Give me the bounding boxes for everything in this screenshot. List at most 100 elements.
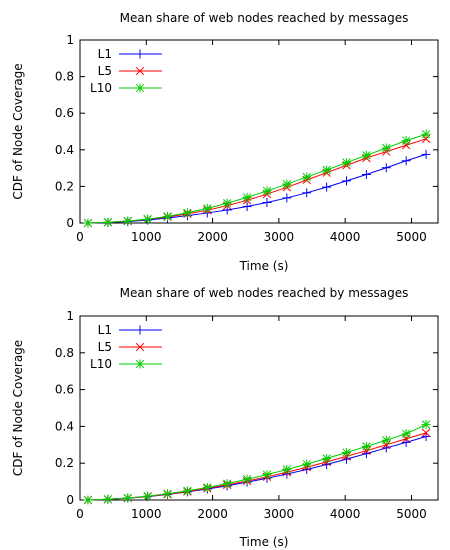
marker-stroke — [163, 489, 172, 498]
data-point — [401, 429, 411, 439]
data-point — [103, 494, 113, 504]
y-tick-label: 0.4 — [55, 419, 74, 433]
chart-title: Mean share of web nodes reached by messa… — [120, 11, 409, 25]
legend: L1 L5 L10 — [90, 47, 162, 95]
data-point — [322, 165, 332, 175]
data-point — [182, 486, 192, 496]
marker-stroke — [135, 83, 145, 93]
data-point — [322, 182, 332, 192]
data-point — [123, 493, 133, 503]
x-tick-label: 3000 — [264, 507, 295, 521]
x-tick-label: 0 — [76, 507, 84, 521]
data-point — [421, 129, 431, 139]
series-line — [87, 424, 427, 501]
data-point — [282, 179, 292, 189]
marker-stroke — [302, 459, 311, 469]
marker-stroke — [135, 66, 145, 76]
data-point — [242, 474, 252, 484]
marker-stroke — [135, 342, 145, 352]
data-point — [103, 217, 113, 227]
y-tick-label: 0.6 — [55, 383, 74, 397]
data-point — [262, 186, 272, 196]
data-point — [202, 482, 212, 492]
series-line — [87, 138, 427, 224]
y-tick-label: 0.2 — [55, 456, 74, 470]
data-point — [282, 193, 292, 203]
data-point — [421, 428, 431, 438]
marker-stroke — [183, 208, 192, 217]
series-line — [87, 436, 427, 501]
data-point — [421, 420, 431, 430]
marker-stroke — [282, 465, 292, 474]
data-point — [135, 325, 145, 335]
y-tick-label: 1 — [66, 309, 74, 323]
marker-stroke — [342, 158, 351, 167]
data-point — [421, 149, 431, 159]
y-tick-label: 0.2 — [55, 179, 74, 193]
data-point — [322, 453, 332, 463]
legend: L1 L5 L10 — [90, 323, 162, 371]
marker-stroke — [262, 470, 272, 479]
marker-stroke — [362, 151, 371, 160]
data-point — [342, 448, 352, 458]
marker-stroke — [382, 436, 391, 445]
data-point — [381, 143, 391, 153]
y-tick-label: 1 — [66, 33, 74, 47]
x-tick-label: 4000 — [330, 230, 361, 244]
plot-frame — [79, 315, 439, 501]
data-point — [143, 214, 153, 224]
x-axis-label: Time (s) — [239, 535, 289, 549]
legend-label: L1 — [98, 47, 112, 61]
series-line — [87, 133, 427, 224]
marker-stroke — [421, 420, 431, 429]
marker-stroke — [123, 493, 132, 503]
y-axis-label: CDF of Node Coverage — [11, 340, 25, 476]
legend-label: L5 — [98, 64, 112, 78]
data-point — [135, 83, 145, 93]
legend-label: L1 — [98, 323, 112, 337]
series-l10 — [83, 129, 431, 228]
legend-item: L10 — [90, 357, 162, 371]
marker-stroke — [421, 428, 431, 438]
data-point — [361, 441, 371, 451]
x-tick-label: 1000 — [131, 230, 162, 244]
series-line — [87, 153, 427, 224]
legend-label: L5 — [98, 340, 112, 354]
data-point — [342, 176, 352, 186]
y-tick-label: 0.8 — [55, 70, 74, 84]
marker-stroke — [83, 495, 93, 505]
data-point — [381, 163, 391, 173]
data-point — [135, 66, 145, 76]
plot-frame — [79, 39, 439, 224]
x-tick-label: 2000 — [197, 230, 228, 244]
data-point — [302, 188, 312, 198]
data-point — [83, 218, 93, 228]
data-point — [83, 495, 93, 505]
data-point — [143, 491, 153, 501]
x-tick-label: 5000 — [396, 230, 427, 244]
marker-stroke — [262, 186, 272, 196]
series-l10 — [83, 420, 431, 505]
data-point — [135, 342, 145, 352]
data-point — [381, 435, 391, 445]
marker-stroke — [135, 359, 145, 369]
data-point — [401, 136, 411, 146]
y-tick-label: 0.6 — [55, 106, 74, 120]
data-point — [135, 359, 145, 369]
marker-stroke — [421, 130, 431, 139]
legend-item: L5 — [98, 340, 162, 354]
y-tick-label: 0.8 — [55, 346, 74, 360]
series-l1 — [83, 149, 431, 228]
marker-stroke — [222, 479, 232, 488]
marker-stroke — [322, 454, 331, 463]
data-point — [302, 459, 312, 469]
marker-stroke — [322, 165, 331, 175]
legend-item: L1 — [98, 323, 162, 337]
y-tick-label: 0.4 — [55, 143, 74, 157]
x-axis-label: Time (s) — [239, 259, 289, 273]
data-point — [222, 198, 232, 208]
x-tick-label: 2000 — [197, 507, 228, 521]
data-point — [342, 158, 352, 168]
marker-stroke — [242, 193, 252, 202]
